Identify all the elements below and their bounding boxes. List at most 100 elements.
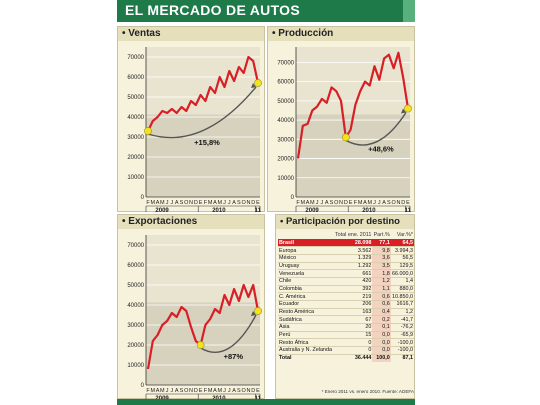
x-tick-label: A: [175, 200, 179, 206]
x-tick-label: F: [296, 200, 300, 206]
x-tick-label: N: [246, 200, 250, 206]
y-tick-label: 20000: [277, 157, 294, 163]
cell-var: 64,5: [390, 239, 414, 248]
participacion-panel: • Participación por destino Total ene. 2…: [275, 214, 415, 399]
x-tick-label: M: [208, 388, 213, 394]
cell-part: 9,8: [372, 246, 391, 255]
arrow-head: [401, 108, 406, 114]
y-tick-label: 20000: [127, 155, 144, 161]
table-header-country: [278, 231, 334, 239]
cell-var: -41,7: [390, 315, 414, 325]
x-tick-label: S: [237, 200, 241, 206]
cell-country: Europa: [278, 246, 334, 255]
year-label: 11: [255, 208, 262, 212]
cell-country: Uruguay: [278, 262, 334, 271]
x-tick-label: A: [156, 388, 160, 394]
table-row: Total 36.444 100,0 87,1: [278, 354, 414, 362]
series-line: [147, 55, 260, 132]
x-tick-label: S: [180, 388, 184, 394]
cell-total: 661: [333, 269, 373, 278]
cell-total: 0: [333, 346, 373, 355]
arrow-head: [251, 83, 256, 88]
exportaciones-title: • Exportaciones: [118, 215, 264, 229]
y-tick-label: 70000: [127, 55, 144, 61]
cell-part: 1,2: [372, 277, 391, 286]
x-tick-label: N: [246, 388, 250, 394]
x-tick-label: J: [228, 200, 231, 206]
cell-var: -100,0: [390, 338, 414, 348]
footer-bar: [117, 399, 415, 405]
table-row: Chile 420 1,2 1,4: [278, 277, 414, 286]
cell-var: 1616,7: [390, 300, 414, 309]
cell-var: 10.850,0: [390, 292, 414, 301]
cell-total: 67: [333, 315, 373, 325]
cell-total: 206: [333, 300, 373, 309]
highlight-point: [144, 127, 152, 135]
x-tick-label: J: [171, 200, 174, 206]
cell-country: Resto América: [278, 308, 334, 317]
x-tick-label: A: [325, 200, 329, 206]
cell-total: 28.098: [333, 239, 373, 248]
change-annotation: +15,8%: [194, 138, 220, 147]
table-header-var: Var.%*: [396, 232, 413, 238]
cell-var: -100,0: [390, 346, 414, 355]
exportaciones-panel: • Exportaciones 0 10000 20000 30000 40000 500…: [117, 214, 265, 400]
y-tick-label: 10000: [127, 363, 144, 369]
year-label: 2010: [212, 396, 226, 400]
x-tick-label: E: [199, 200, 203, 206]
x-tick-label: F: [204, 388, 208, 394]
cell-country: México: [278, 254, 334, 263]
x-tick-label: S: [330, 200, 334, 206]
x-tick-label: J: [223, 200, 226, 206]
cell-total: 420: [333, 277, 373, 286]
year-label: 2010: [362, 208, 376, 212]
y-tick-label: 20000: [127, 343, 144, 349]
y-tick-label: 70000: [127, 243, 144, 249]
x-tick-label: A: [363, 200, 367, 206]
x-tick-label: S: [180, 200, 184, 206]
cell-country: Brasil: [278, 239, 334, 248]
x-tick-label: J: [171, 388, 174, 394]
header-bar: EL MERCADO DE AUTOS: [117, 0, 415, 22]
table-row: Europa 3.562 9,8 3.994,3: [278, 246, 414, 255]
cell-total: 392: [333, 285, 373, 294]
x-tick-label: N: [396, 200, 400, 206]
x-tick-label: M: [367, 200, 372, 206]
cell-var: 129,5: [390, 262, 414, 271]
participacion-title: • Participación por destino: [276, 215, 414, 229]
cell-var: 87,1: [402, 355, 414, 362]
y-tick-label: 40000: [127, 303, 144, 309]
cell-total: 20: [333, 323, 373, 332]
table-row: Australia y N. Zelanda 0 0,0 -100,0: [278, 346, 414, 355]
x-tick-label: E: [406, 200, 410, 206]
x-tick-label: M: [217, 388, 222, 394]
x-tick-label: A: [232, 200, 236, 206]
photo-backdrop: [296, 114, 410, 197]
cell-part: 0,4: [372, 308, 391, 317]
y-tick-label: 70000: [277, 60, 294, 66]
cell-country: Venezuela: [278, 269, 334, 278]
ventas-panel: • Ventas 0 10000 20000 30000 40000 50000 60000…: [117, 26, 265, 212]
x-tick-label: M: [160, 200, 165, 206]
cell-country: Asia: [278, 323, 334, 332]
y-tick-label: 0: [141, 195, 145, 201]
cell-total: 1.292: [333, 262, 373, 271]
cell-part: 0,0: [372, 346, 391, 355]
highlight-point: [196, 341, 205, 349]
header-accent: [403, 0, 415, 22]
y-tick-label: 0: [141, 383, 145, 389]
x-tick-label: A: [213, 388, 217, 394]
cell-total: 219: [333, 292, 373, 301]
x-tick-label: J: [316, 200, 319, 206]
highlight-point: [254, 307, 262, 315]
y-tick-label: 50000: [277, 99, 294, 105]
x-tick-label: M: [160, 388, 165, 394]
year-label: 2009: [155, 208, 169, 212]
cell-var: -76,2: [390, 323, 414, 332]
year-label: 2010: [212, 208, 226, 212]
cell-country: Resto África: [278, 338, 334, 348]
cell-total: 1.329: [333, 254, 373, 263]
table-row: Perú 15 0,0 -65,9: [278, 331, 414, 340]
